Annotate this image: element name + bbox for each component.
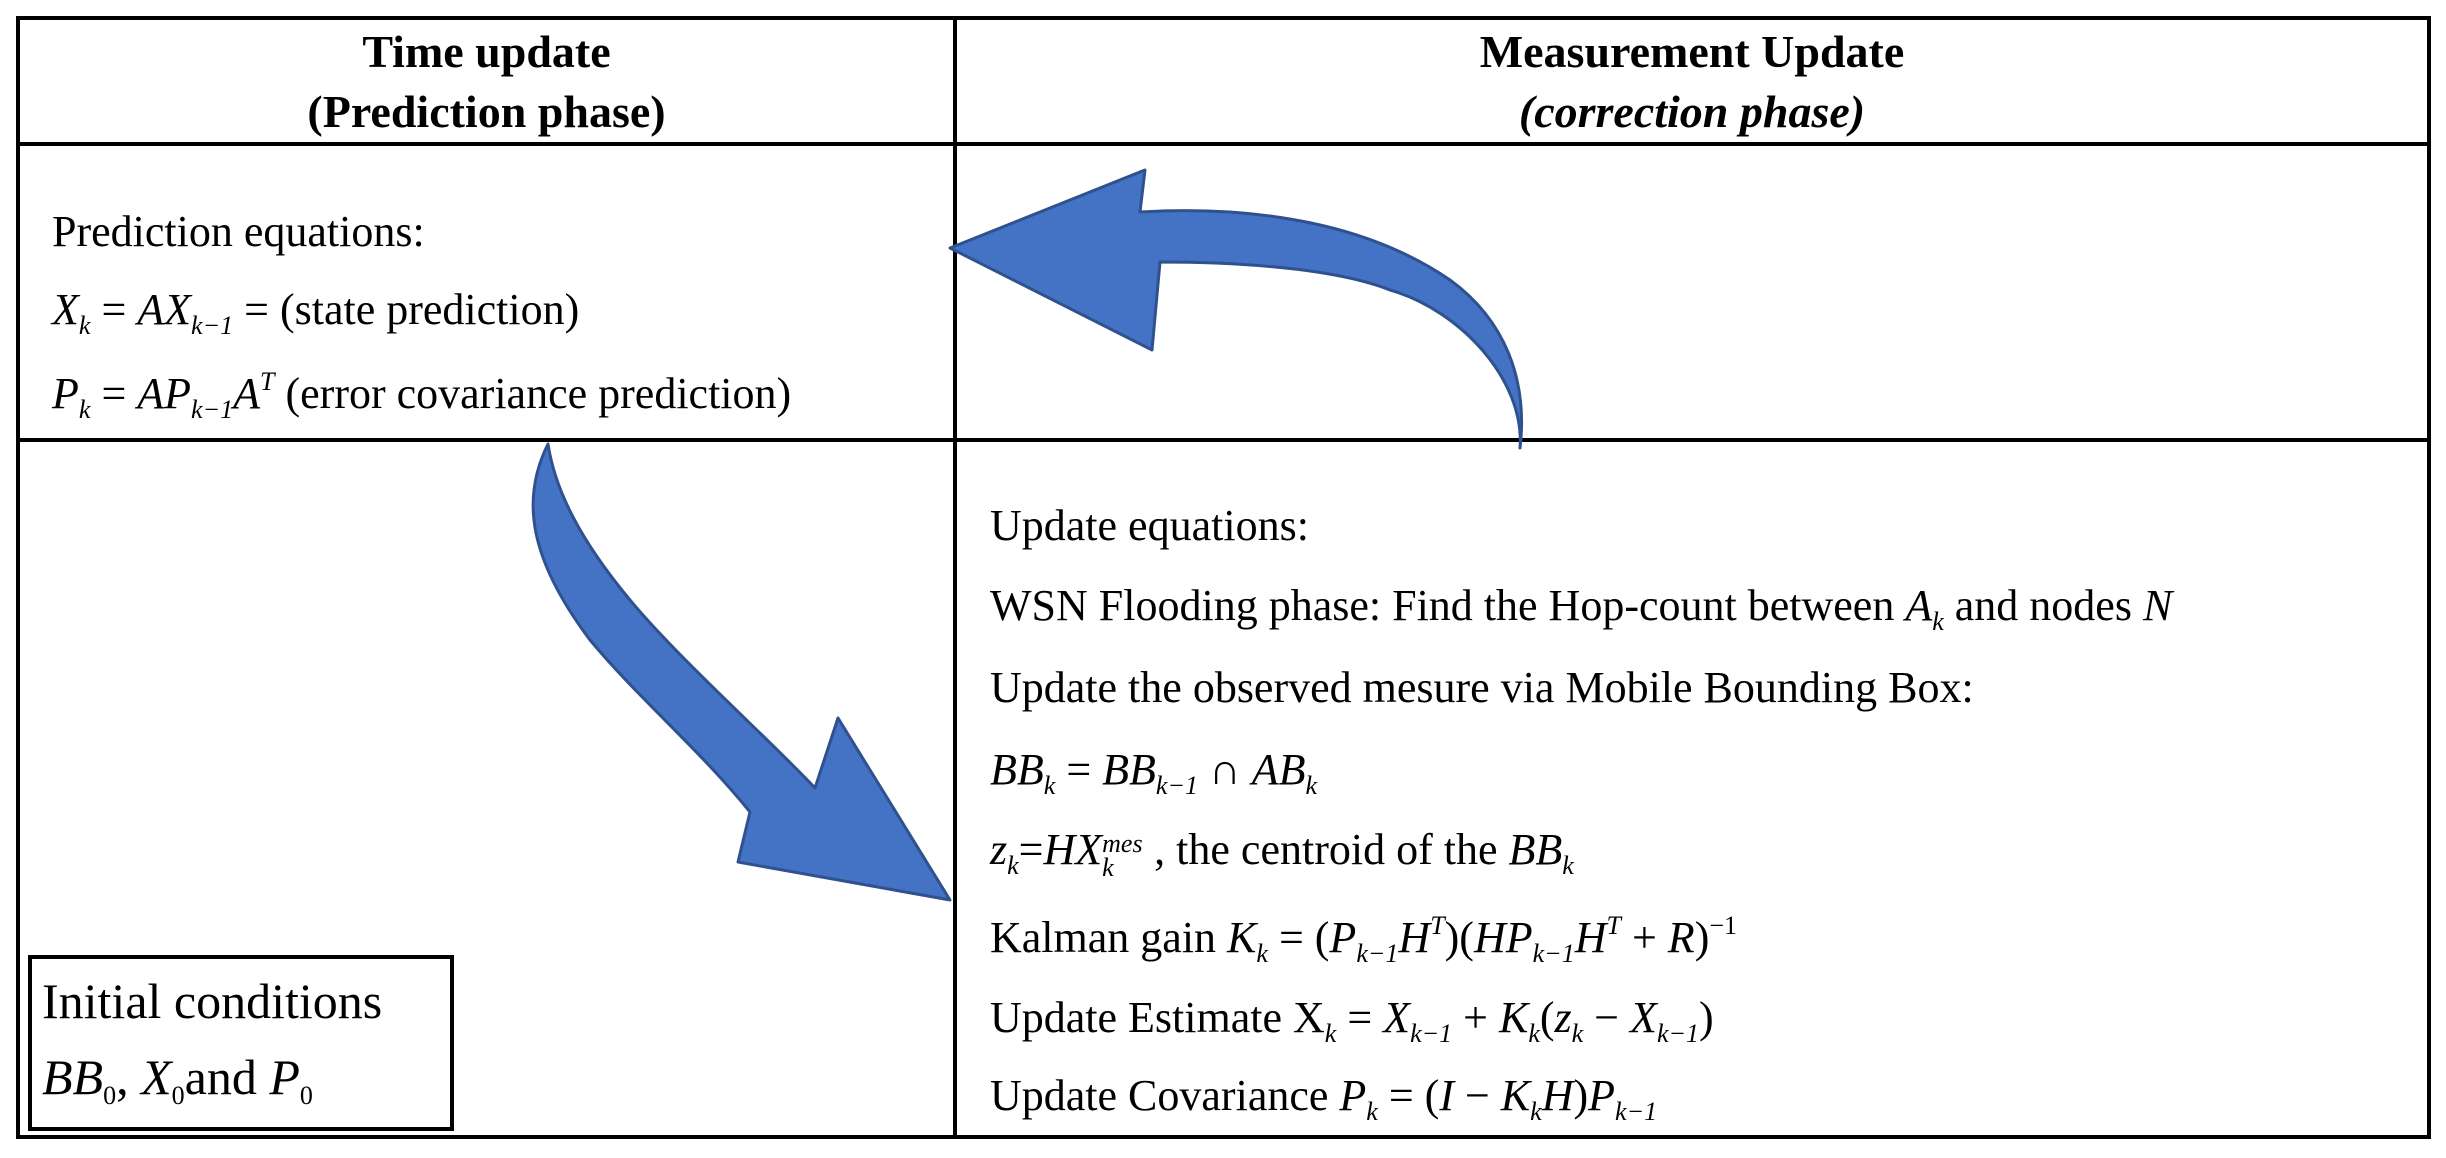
time-update-header: Time update (Prediction phase)	[18, 22, 955, 142]
initial-conditions-title: Initial conditions	[42, 973, 383, 1029]
update-covariance-equation: Update Covariance Pk = (I − KkH)Pk−1	[990, 1071, 1658, 1126]
centroid-equation: zk=HX mes k, the centroid of the BBk	[990, 825, 1574, 882]
covariance-prediction-note: (error covariance prediction)	[285, 369, 792, 418]
covariance-prediction-equation: Pk = APk−1AT (error covariance predictio…	[52, 367, 792, 424]
prediction-title: Prediction equations:	[52, 207, 425, 256]
update-estimate-equation: Update Estimate Xk = Xk−1 + Kk(zk − Xk−1…	[990, 993, 1714, 1048]
measurement-update-title: Measurement Update	[1479, 26, 1905, 77]
bounding-box-equation: BBk = BBk−1 ∩ ABk	[990, 745, 1318, 800]
initial-conditions-box: Initial conditions BB0, X0and P0	[28, 955, 454, 1131]
measurement-update-subtitle: (correction phase)	[1518, 86, 1866, 137]
time-update-title: Time update	[362, 26, 611, 77]
kalman-gain-equation: Kalman gain Kk = (Pk−1HT)(HPk−1HT + R)−1	[990, 911, 1738, 968]
initial-conditions-values: BB0, X0and P0	[42, 1049, 313, 1110]
update-title: Update equations:	[990, 501, 1309, 550]
curved-arrow-to-prediction	[948, 168, 1524, 450]
time-update-subtitle: (Prediction phase)	[307, 86, 666, 137]
observed-measure-line: Update the observed mesure via Mobile Bo…	[990, 663, 1974, 712]
measurement-update-header: Measurement Update (correction phase)	[955, 22, 2429, 142]
state-prediction-equation: Xk = AXk−1 = (state prediction)	[52, 285, 580, 340]
flooding-phase-line: WSN Flooding phase: Find the Hop-count b…	[990, 581, 2173, 636]
state-prediction-note: (state prediction)	[279, 285, 580, 334]
curved-arrow-to-update	[531, 442, 952, 902]
